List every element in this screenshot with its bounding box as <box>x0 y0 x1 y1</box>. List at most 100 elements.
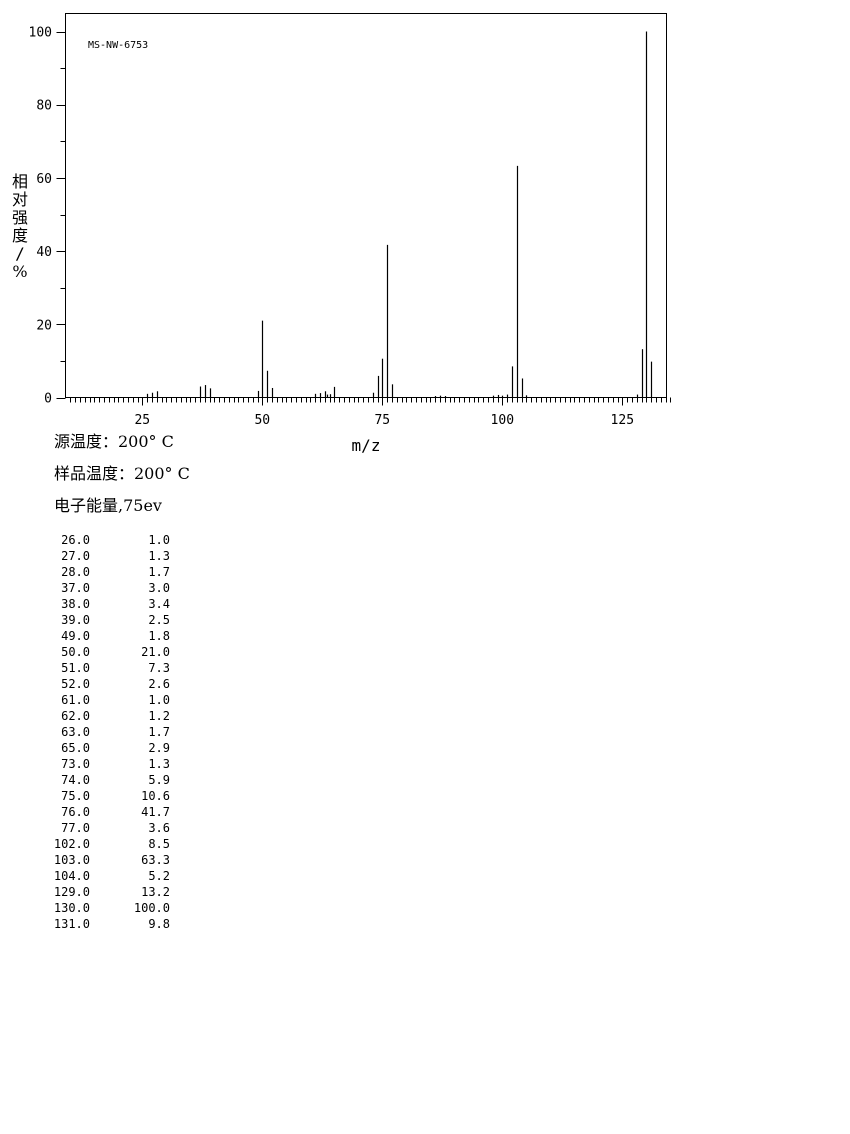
x-axis-title: m/z <box>352 436 381 455</box>
peak-abundance: 7.3 <box>148 661 170 675</box>
peak-abundance: 1.7 <box>148 725 170 739</box>
peak-list: 26.0 1.0 27.0 1.3 28.0 1.7 37.0 3.0 38.0 3.4 39.0 2… <box>40 532 180 932</box>
peak-abundance: 100.0 <box>133 901 170 915</box>
electron-energy: 电子能量,75ev <box>54 496 162 515</box>
peak-row: 27.0 1.3 <box>40 548 180 564</box>
y-tick-label: 20 <box>36 318 52 333</box>
peak-abundance: 13.2 <box>141 885 170 899</box>
y-axis-title-char: / <box>15 244 25 263</box>
y-axis-title-char: 度 <box>12 226 28 245</box>
peak-mz: 63.0 <box>61 725 90 739</box>
peak-row: 76.0 41.7 <box>40 804 180 820</box>
peak-abundance: 10.6 <box>141 789 170 803</box>
peak-abundance: 2.9 <box>148 741 170 755</box>
peak-row: 38.0 3.4 <box>40 596 180 612</box>
plot-frame <box>65 13 667 398</box>
peak-row: 74.0 5.9 <box>40 772 180 788</box>
peak-bars <box>146 31 653 398</box>
peak-mz: 50.0 <box>61 645 90 659</box>
peak-mz: 39.0 <box>61 613 90 627</box>
peak-abundance: 1.2 <box>148 709 170 723</box>
peak-row: 131.0 9.8 <box>40 916 180 932</box>
peak-mz: 77.0 <box>61 821 90 835</box>
peak-row: 104.0 5.2 <box>40 868 180 884</box>
x-tick-label: 125 <box>611 413 634 428</box>
peak-row: 130.0 100.0 <box>40 900 180 916</box>
peak-row: 103.0 63.3 <box>40 852 180 868</box>
peak-row: 62.0 1.2 <box>40 708 180 724</box>
peak-abundance: 3.4 <box>148 597 170 611</box>
y-tick-label: 80 <box>36 99 52 114</box>
peak-mz: 27.0 <box>61 549 90 563</box>
source-temperature: 源温度：200° C <box>54 432 174 451</box>
peak-row: 129.0 13.2 <box>40 884 180 900</box>
y-axis-title-char: % <box>12 262 27 281</box>
peak-mz: 75.0 <box>61 789 90 803</box>
peak-abundance: 1.7 <box>148 565 170 579</box>
peak-row: 39.0 2.5 <box>40 612 180 628</box>
peak-mz: 37.0 <box>61 581 90 595</box>
y-tick-label: 40 <box>36 245 52 260</box>
y-axis-title-char: 对 <box>12 190 28 209</box>
peak-row: 75.0 10.6 <box>40 788 180 804</box>
peak-mz: 74.0 <box>61 773 90 787</box>
peak-mz: 130.0 <box>53 901 90 915</box>
peak-abundance: 1.3 <box>148 549 170 563</box>
sample-temperature: 样品温度：200° C <box>54 464 190 483</box>
peak-row: 77.0 3.6 <box>40 820 180 836</box>
y-tick-label: 60 <box>36 172 52 187</box>
y-tick-label: 0 <box>44 392 52 407</box>
peak-abundance: 5.9 <box>148 773 170 787</box>
x-tick-label: 50 <box>254 413 270 428</box>
peak-mz: 102.0 <box>53 837 90 851</box>
peak-mz: 49.0 <box>61 629 90 643</box>
peak-mz: 61.0 <box>61 693 90 707</box>
peak-abundance: 1.0 <box>148 693 170 707</box>
peak-abundance: 3.6 <box>148 821 170 835</box>
peak-abundance: 41.7 <box>141 805 170 819</box>
peak-mz: 104.0 <box>53 869 90 883</box>
peak-row: 73.0 1.3 <box>40 756 180 772</box>
peak-row: 50.0 21.0 <box>40 644 180 660</box>
peak-mz: 52.0 <box>61 677 90 691</box>
peak-abundance: 8.5 <box>148 837 170 851</box>
x-tick-label: 100 <box>491 413 514 428</box>
sample-id-label: MS-NW-6753 <box>88 40 148 51</box>
peak-abundance: 63.3 <box>141 853 170 867</box>
peak-mz: 28.0 <box>61 565 90 579</box>
peak-row: 26.0 1.0 <box>40 532 180 548</box>
peak-row: 28.0 1.7 <box>40 564 180 580</box>
y-axis-title-char: 强 <box>12 208 28 227</box>
x-tick-label: 75 <box>374 413 390 428</box>
peak-mz: 26.0 <box>61 533 90 547</box>
peak-abundance: 1.3 <box>148 757 170 771</box>
axis-tick-labels: 25 50 75 100 125 0 20 40 60 80 100 <box>29 26 635 429</box>
peak-row: 102.0 8.5 <box>40 836 180 852</box>
peak-mz: 65.0 <box>61 741 90 755</box>
peak-row: 52.0 2.6 <box>40 676 180 692</box>
peak-mz: 131.0 <box>53 917 90 931</box>
peak-abundance: 9.8 <box>148 917 170 931</box>
peak-abundance: 3.0 <box>148 581 170 595</box>
peak-row: 61.0 1.0 <box>40 692 180 708</box>
peak-mz: 76.0 <box>61 805 90 819</box>
axis-ticks <box>56 32 671 406</box>
peak-row: 51.0 7.3 <box>40 660 180 676</box>
peak-abundance: 2.6 <box>148 677 170 691</box>
peak-mz: 62.0 <box>61 709 90 723</box>
y-tick-label: 100 <box>29 26 52 41</box>
peak-row: 49.0 1.8 <box>40 628 180 644</box>
peak-abundance: 1.0 <box>148 533 170 547</box>
peak-mz: 73.0 <box>61 757 90 771</box>
peak-abundance: 2.5 <box>148 613 170 627</box>
x-tick-label: 25 <box>134 413 150 428</box>
y-axis-title: 相对强度/% <box>12 172 28 281</box>
y-axis-title-char: 相 <box>12 172 28 191</box>
peak-abundance: 5.2 <box>148 869 170 883</box>
peak-mz: 129.0 <box>53 885 90 899</box>
peak-mz: 38.0 <box>61 597 90 611</box>
peak-row: 63.0 1.7 <box>40 724 180 740</box>
peak-abundance: 21.0 <box>141 645 170 659</box>
peak-row: 65.0 2.9 <box>40 740 180 756</box>
